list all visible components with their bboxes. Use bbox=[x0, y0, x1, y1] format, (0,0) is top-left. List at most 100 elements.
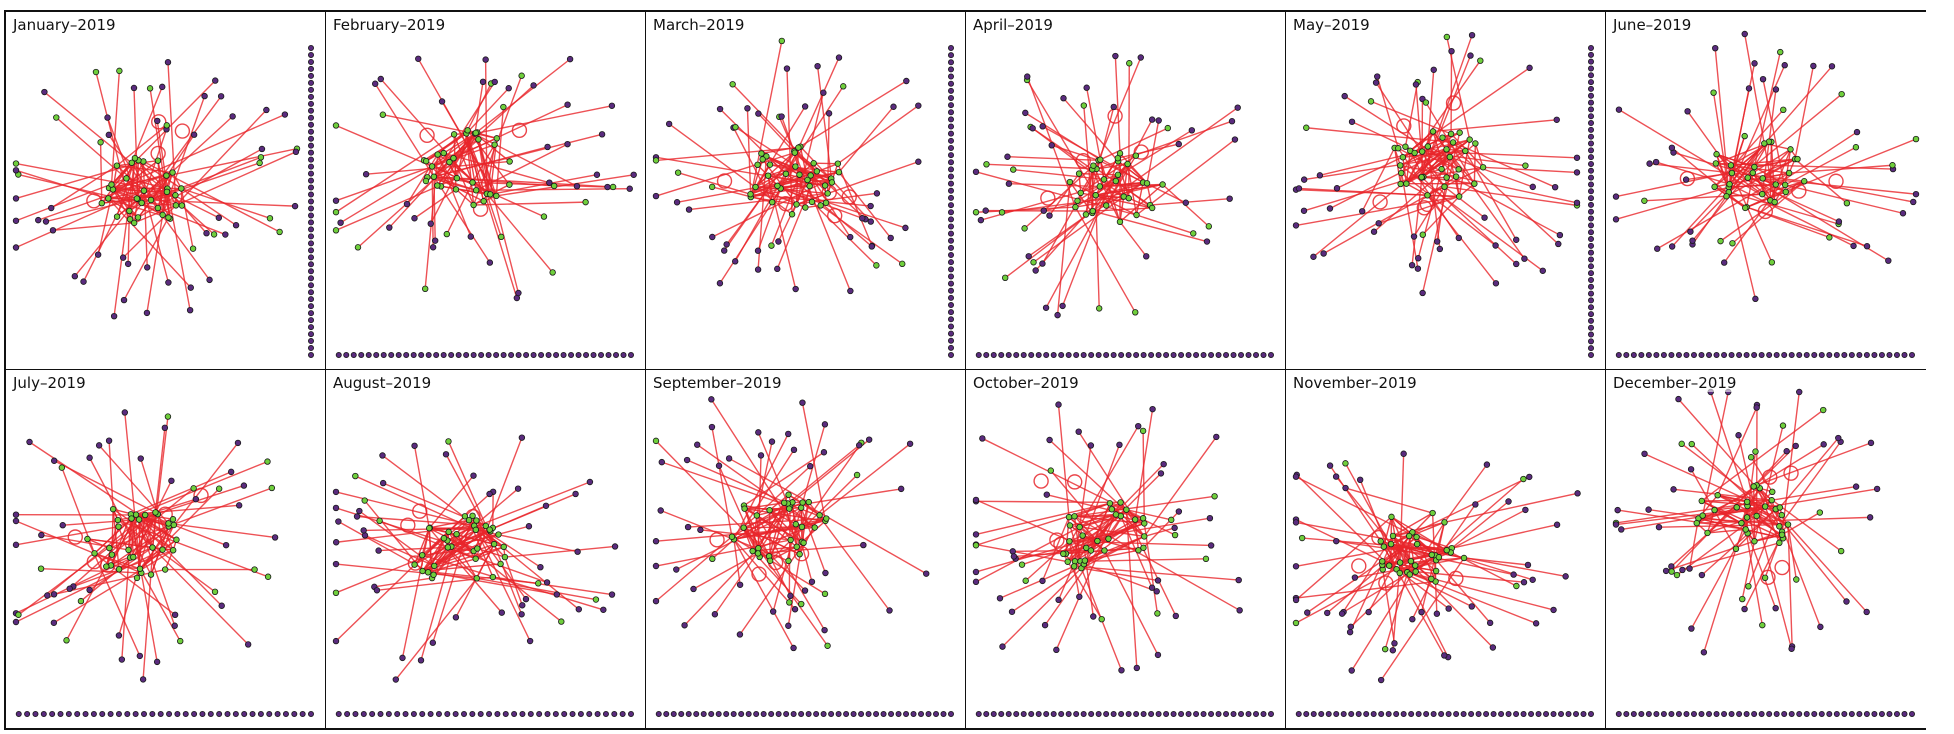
peripheral-node bbox=[608, 591, 616, 598]
active-node bbox=[53, 114, 60, 121]
active-node bbox=[1780, 106, 1787, 114]
isolate-node bbox=[1318, 710, 1325, 717]
edge bbox=[1099, 181, 1144, 188]
edge bbox=[1380, 540, 1445, 656]
isolate-node bbox=[157, 710, 164, 717]
peripheral-node bbox=[1486, 619, 1494, 627]
active-node bbox=[1422, 99, 1430, 106]
edge bbox=[382, 114, 476, 135]
active-node bbox=[1021, 225, 1028, 232]
isolate-node bbox=[166, 710, 173, 717]
edge bbox=[433, 176, 436, 241]
network-graph bbox=[652, 37, 954, 358]
peripheral-node bbox=[332, 197, 340, 204]
peripheral-node bbox=[1090, 613, 1097, 620]
peripheral-node bbox=[673, 566, 680, 573]
edge bbox=[1771, 499, 1822, 628]
isolate-node bbox=[1826, 710, 1833, 717]
active-node bbox=[163, 172, 170, 179]
active-node bbox=[159, 211, 166, 219]
active-node bbox=[1071, 513, 1078, 520]
isolate-node bbox=[1743, 351, 1750, 358]
edge bbox=[1409, 67, 1530, 152]
isolate-node bbox=[858, 710, 865, 717]
peripheral-node bbox=[1041, 621, 1049, 629]
edge bbox=[1753, 450, 1788, 487]
active-node bbox=[473, 575, 480, 582]
active-node bbox=[796, 171, 803, 178]
active-node bbox=[12, 160, 20, 167]
edge bbox=[1698, 488, 1878, 520]
isolate-node bbox=[99, 710, 106, 717]
active-node bbox=[131, 154, 139, 162]
peripheral-node bbox=[754, 266, 762, 273]
peripheral-node bbox=[212, 77, 219, 84]
edge bbox=[1426, 194, 1497, 284]
active-node bbox=[431, 562, 438, 570]
isolate-node bbox=[107, 710, 114, 717]
peripheral-node bbox=[227, 468, 235, 476]
active-node bbox=[1745, 583, 1752, 590]
isolate-node bbox=[307, 142, 314, 149]
peripheral-node bbox=[120, 296, 128, 304]
peripheral-node bbox=[790, 446, 798, 454]
month-panel: September–2019 bbox=[646, 370, 966, 728]
peripheral-node bbox=[1039, 123, 1046, 130]
edge bbox=[417, 58, 497, 197]
active-node bbox=[434, 182, 441, 189]
peripheral-node bbox=[725, 455, 733, 462]
edge bbox=[335, 491, 475, 527]
isolate-node bbox=[798, 710, 805, 717]
self-loop bbox=[1133, 144, 1149, 160]
peripheral-node bbox=[1389, 647, 1397, 654]
active-node bbox=[873, 262, 880, 269]
edge bbox=[472, 181, 608, 188]
isolate-node bbox=[1460, 710, 1467, 717]
isolate-node bbox=[307, 212, 314, 219]
peripheral-node bbox=[431, 237, 439, 244]
edge bbox=[1670, 506, 1738, 567]
peripheral-node bbox=[38, 531, 45, 539]
isolate-node bbox=[873, 710, 880, 717]
isolate-node bbox=[307, 310, 314, 317]
peripheral-node bbox=[1347, 623, 1354, 630]
isolate-node bbox=[307, 268, 314, 275]
peripheral-node bbox=[681, 622, 688, 629]
isolate-node bbox=[1713, 351, 1720, 358]
self-loop bbox=[841, 189, 857, 205]
isolate-node bbox=[1140, 710, 1147, 717]
peripheral-node bbox=[1492, 242, 1499, 249]
peripheral-node bbox=[399, 654, 406, 662]
peripheral-node bbox=[564, 140, 571, 148]
peripheral-node bbox=[1441, 652, 1448, 659]
active-node bbox=[1447, 130, 1455, 138]
peripheral-node bbox=[982, 207, 989, 214]
active-node bbox=[1412, 568, 1419, 575]
peripheral-node bbox=[168, 477, 175, 484]
active-node bbox=[1406, 571, 1413, 578]
edge bbox=[1043, 183, 1163, 212]
self-loop bbox=[1351, 558, 1367, 574]
isolate-node bbox=[1155, 710, 1162, 717]
edge bbox=[792, 439, 870, 503]
isolate-nodes bbox=[15, 710, 314, 717]
active-node bbox=[828, 179, 836, 186]
peripheral-node bbox=[1292, 519, 1300, 526]
isolate-node bbox=[1908, 351, 1915, 358]
peripheral-node bbox=[1346, 628, 1354, 636]
active-node bbox=[1090, 162, 1097, 169]
peripheral-node bbox=[12, 244, 20, 251]
peripheral-node bbox=[143, 309, 151, 317]
isolate-node bbox=[611, 710, 618, 717]
isolate-node bbox=[1058, 351, 1065, 358]
isolate-node bbox=[947, 109, 954, 116]
panel-title: March–2019 bbox=[652, 16, 746, 34]
isolate-node bbox=[299, 710, 306, 717]
active-node bbox=[125, 546, 132, 554]
isolate-node bbox=[1423, 710, 1430, 717]
isolate-node bbox=[947, 194, 954, 201]
isolate-node bbox=[1587, 236, 1594, 243]
peripheral-node bbox=[377, 75, 384, 83]
peripheral-node bbox=[386, 224, 393, 231]
peripheral-node bbox=[360, 527, 367, 534]
